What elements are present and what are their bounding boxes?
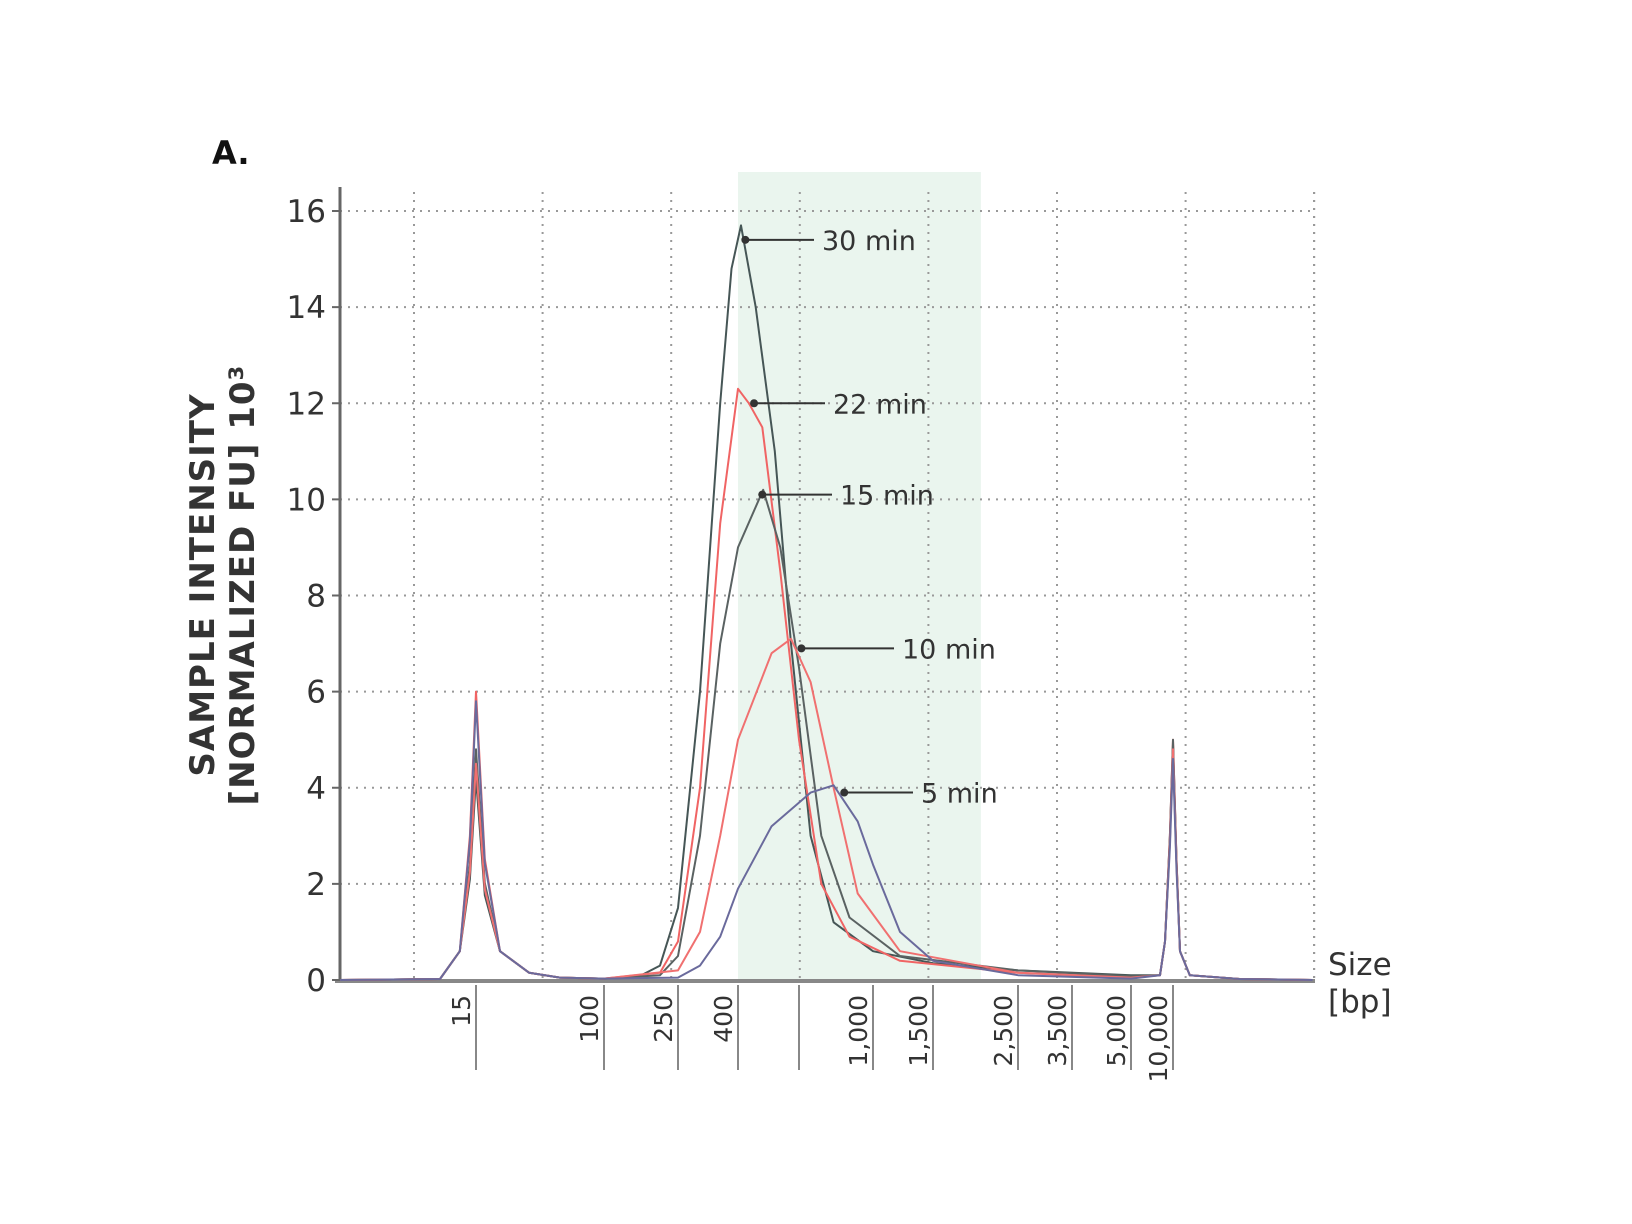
x-tick-label: 2,500 — [989, 995, 1018, 1067]
x-tick-label: 10,000 — [1144, 995, 1173, 1082]
x-tick-label: 15 — [447, 995, 476, 1027]
y-tick-label: 6 — [306, 675, 326, 711]
series-label: 15 min — [840, 481, 934, 512]
x-axis-title-line-1: Size — [1328, 947, 1392, 983]
y-tick-label: 0 — [306, 963, 326, 999]
series-10-min: 10 min — [340, 634, 1313, 981]
highlight-region — [738, 172, 981, 980]
y-axis-title-line-2: [NORMALIZED FU] 10³ — [223, 365, 263, 806]
x-tick-label: 100 — [575, 995, 604, 1043]
y-tick-label: 2 — [306, 867, 326, 903]
y-tick-label: 8 — [306, 579, 326, 615]
x-tick-label: 1,500 — [904, 995, 933, 1067]
series-label: 30 min — [822, 226, 916, 257]
y-tick-label: 16 — [287, 194, 326, 230]
x-axis-title-line-2: [bp] — [1328, 984, 1392, 1020]
x-tick-label: 5,000 — [1102, 995, 1131, 1067]
series-label: 22 min — [833, 389, 927, 420]
x-tick-label: 250 — [649, 995, 678, 1043]
y-tick-label: 12 — [287, 386, 326, 422]
y-tick-label: 10 — [287, 482, 326, 518]
series-line — [340, 700, 1313, 981]
x-tick-label: 3,500 — [1043, 995, 1072, 1067]
panel-label: A. — [212, 134, 250, 172]
x-tick-label: 1,000 — [844, 995, 873, 1067]
y-tick-label: 14 — [287, 290, 326, 326]
y-tick-label: 4 — [306, 771, 326, 807]
series-15-min: 15 min — [340, 481, 1313, 981]
series-label: 10 min — [902, 634, 996, 665]
y-axis-title: SAMPLE INTENSITY [NORMALIZED FU] 10³ — [183, 365, 263, 806]
y-axis-title-line-1: SAMPLE INTENSITY — [183, 393, 223, 776]
x-tick-label: 400 — [709, 995, 738, 1043]
series-5-min: 5 min — [340, 700, 1313, 981]
series-label: 5 min — [921, 779, 998, 810]
series-line — [340, 637, 1313, 981]
